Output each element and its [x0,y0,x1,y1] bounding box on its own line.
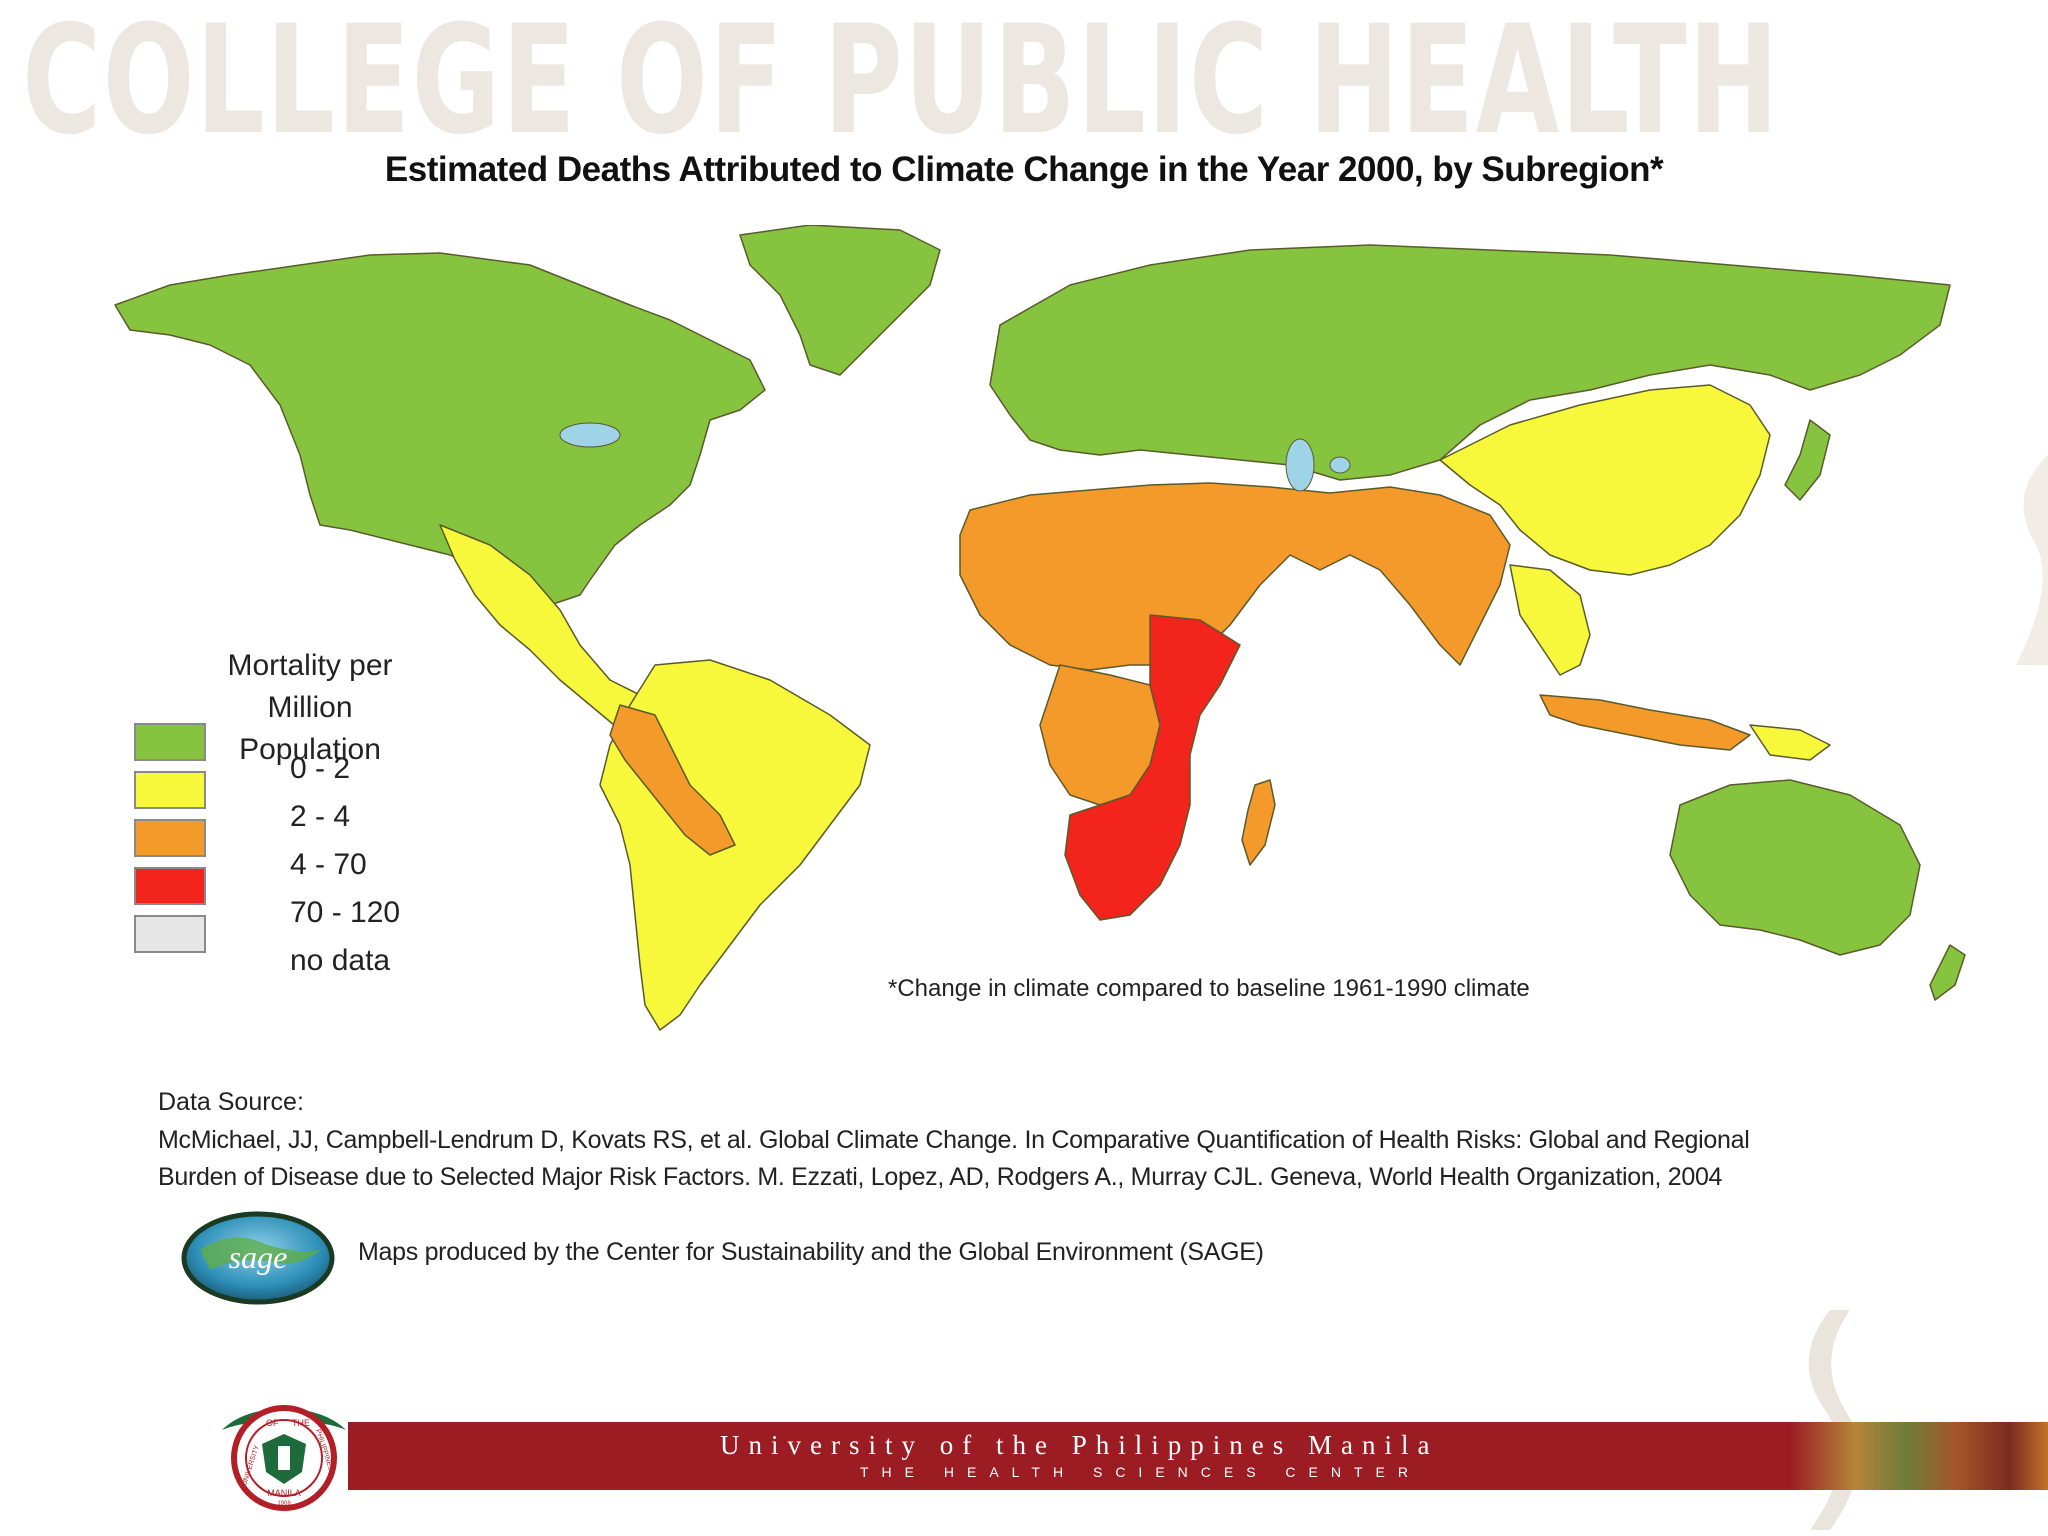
legend-title: Mortality per Million Population [190,645,430,771]
legend-label: 0 - 2 [290,752,351,785]
seal-year: 1908 [277,1501,291,1507]
footer-university-name: University of the Philippines Manila [720,1430,1439,1460]
region-australia [1669,779,1921,956]
climate-footnote: *Change in climate compared to baseline … [888,975,1530,1002]
legend-label: no data [290,944,391,977]
region-east-asia [1439,384,1771,576]
seal-top-right: THE [292,1418,310,1428]
legend-label: 4 - 70 [290,848,367,881]
legend-title-line1: Mortality per Million [227,649,393,724]
sage-logo: sage [181,1211,335,1305]
legend-label: 70 - 120 [290,896,401,929]
legend-title-line2: Population [239,733,381,766]
region-indonesia [1539,694,1751,751]
sage-logo-text: sage [229,1239,288,1275]
college-watermark: COLLEGE OF PUBLIC HEALTH [22,0,1781,168]
region-north-america [114,252,766,606]
legend-swatch [134,915,206,953]
map-title: Estimated Deaths Attributed to Climate C… [384,150,1664,189]
footer-band [348,1422,2048,1490]
footer-health-sciences-center: THE HEALTH SCIENCES CENTER [860,1464,1421,1480]
up-seal-logo: OF THE UNIVERSITY PHILIPPINES MANILA 190… [222,1405,346,1511]
ribbon-decoration-right [2016,455,2048,665]
footer-art [1790,1422,2048,1490]
sage-credit: Maps produced by the Center for Sustaina… [358,1238,1264,1266]
region-north-africa-middle-east [959,482,1511,671]
legend-swatch [134,867,206,905]
data-source-line-1: McMichael, JJ, Campbell-Lendrum D, Kovat… [158,1126,1750,1154]
legend-label: 2 - 4 [290,800,351,833]
data-source-line-2: Burden of Disease due to Selected Major … [158,1163,1723,1191]
legend-swatch [134,771,206,809]
region-andean [609,704,736,856]
region-png [1749,724,1831,761]
world-map [114,225,1966,1031]
ribbon-decoration [1808,1310,1860,1530]
lakes [559,422,1351,492]
legend-swatch [134,723,206,761]
legend-swatch [134,819,206,857]
region-japan [1784,419,1831,501]
region-europe-russia [989,244,1951,481]
data-source-heading: Data Source: [158,1088,304,1116]
region-greenland [739,225,941,376]
region-southeast-asia [1509,564,1591,676]
region-east-southern-africa [1064,614,1241,921]
region-madagascar [1241,779,1276,866]
seal-bottom: MANILA [267,1488,301,1498]
seal-top-left: OF [266,1418,279,1428]
region-new-zealand [1929,944,1966,1001]
